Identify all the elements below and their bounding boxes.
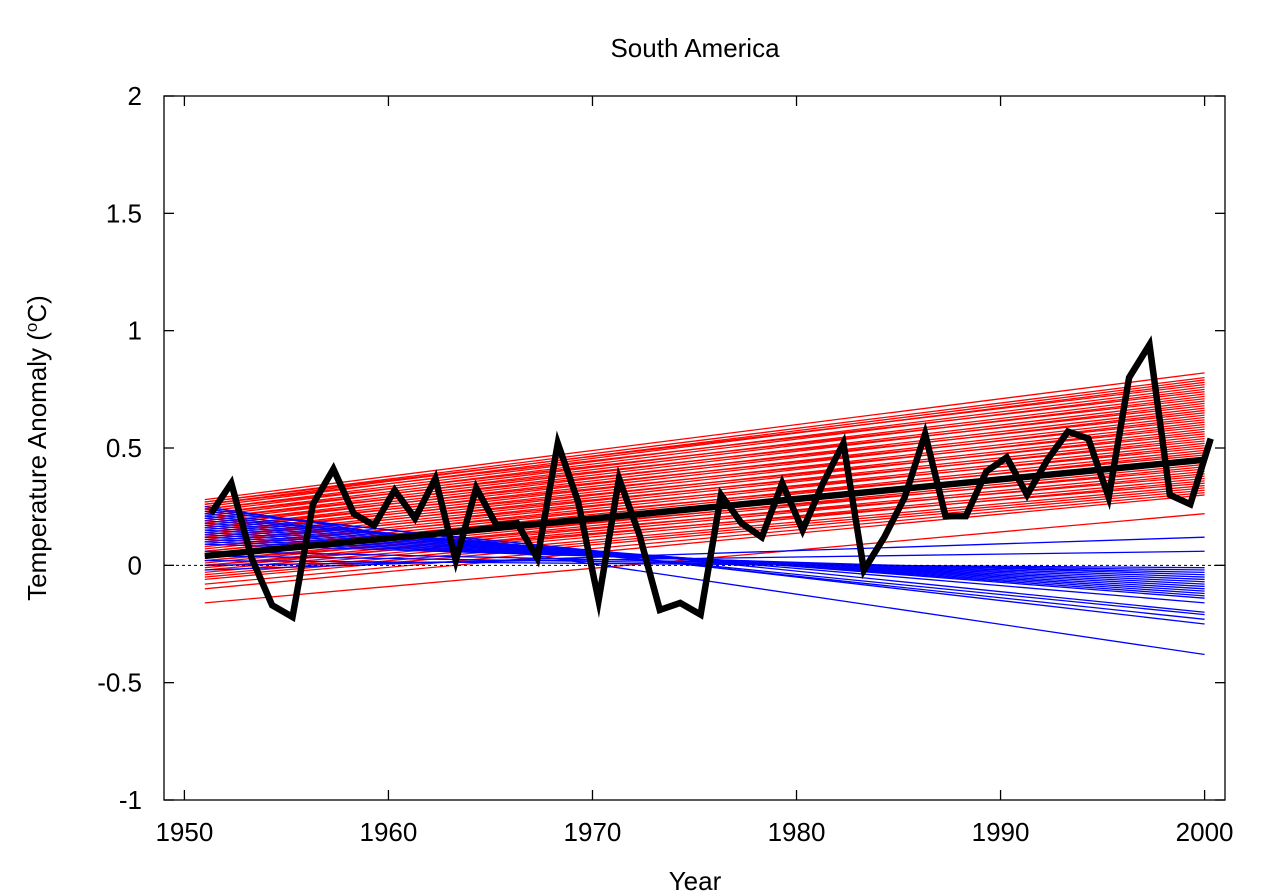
y-tick-label: 2 [128,81,142,111]
warming-trend-line [204,494,1205,590]
warming-trend-line [204,379,1205,505]
cooling-trend-line [204,550,1205,574]
warming-trend-line [204,419,1205,524]
x-tick-label: 2000 [1176,817,1234,847]
y-tick-label: 1 [128,316,142,346]
warming-trend-line [204,491,1205,585]
x-tick-label: 1980 [768,817,826,847]
y-axis-label-degree: o [22,323,41,332]
cooling-trend-line [204,543,1205,576]
x-tick-label: 1970 [564,817,622,847]
cooling-trend-line [204,517,1205,604]
warming-trend-line [204,383,1205,503]
y-axis-label-unit: C) [22,295,52,322]
y-tick-label: 0 [128,550,142,580]
observed-trend-line [204,456,1205,560]
observed-series-line [208,335,1214,623]
warming-trend-line [204,391,1205,505]
y-axis-label-main: Temperature Anomaly ( [22,332,52,601]
warming-trend-line [204,405,1205,515]
y-axis-label: Temperature Anomaly (oC) [22,295,53,601]
y-tick-label: -1 [119,785,142,815]
x-tick-label: 1990 [972,817,1030,847]
warming-trend-line [204,398,1205,510]
y-tick-label: -0.5 [97,668,142,698]
warming-trend-line [204,412,1205,520]
chart-title: South America [610,33,780,63]
x-axis-label: Year [669,866,722,896]
warming-trend-line [204,482,1205,566]
cooling-trend-line [204,550,1205,566]
warming-trend-line [204,433,1205,534]
warming-trend-line [204,376,1205,503]
y-tick-label: 1.5 [106,198,142,228]
x-tick-label: 1960 [360,817,418,847]
warming-trend-line [204,480,1205,574]
y-tick-label: 0.5 [106,433,142,463]
cooling-trend-line [204,559,1205,569]
observed-series-layer [204,335,1214,623]
x-tick-label: 1950 [155,817,213,847]
warming-trend-line [204,372,1205,501]
warming-trend-line [204,426,1205,529]
cooling-trend-line [204,555,1205,571]
axes: 1950 1960 1970 1980 1990 2000 -1 -0.5 0 0.5 1 1.5 2 [97,81,1233,847]
cooling-trend-line [204,536,1205,571]
warming-trend-line [204,484,1205,576]
cooling-trend-line [204,513,1205,620]
